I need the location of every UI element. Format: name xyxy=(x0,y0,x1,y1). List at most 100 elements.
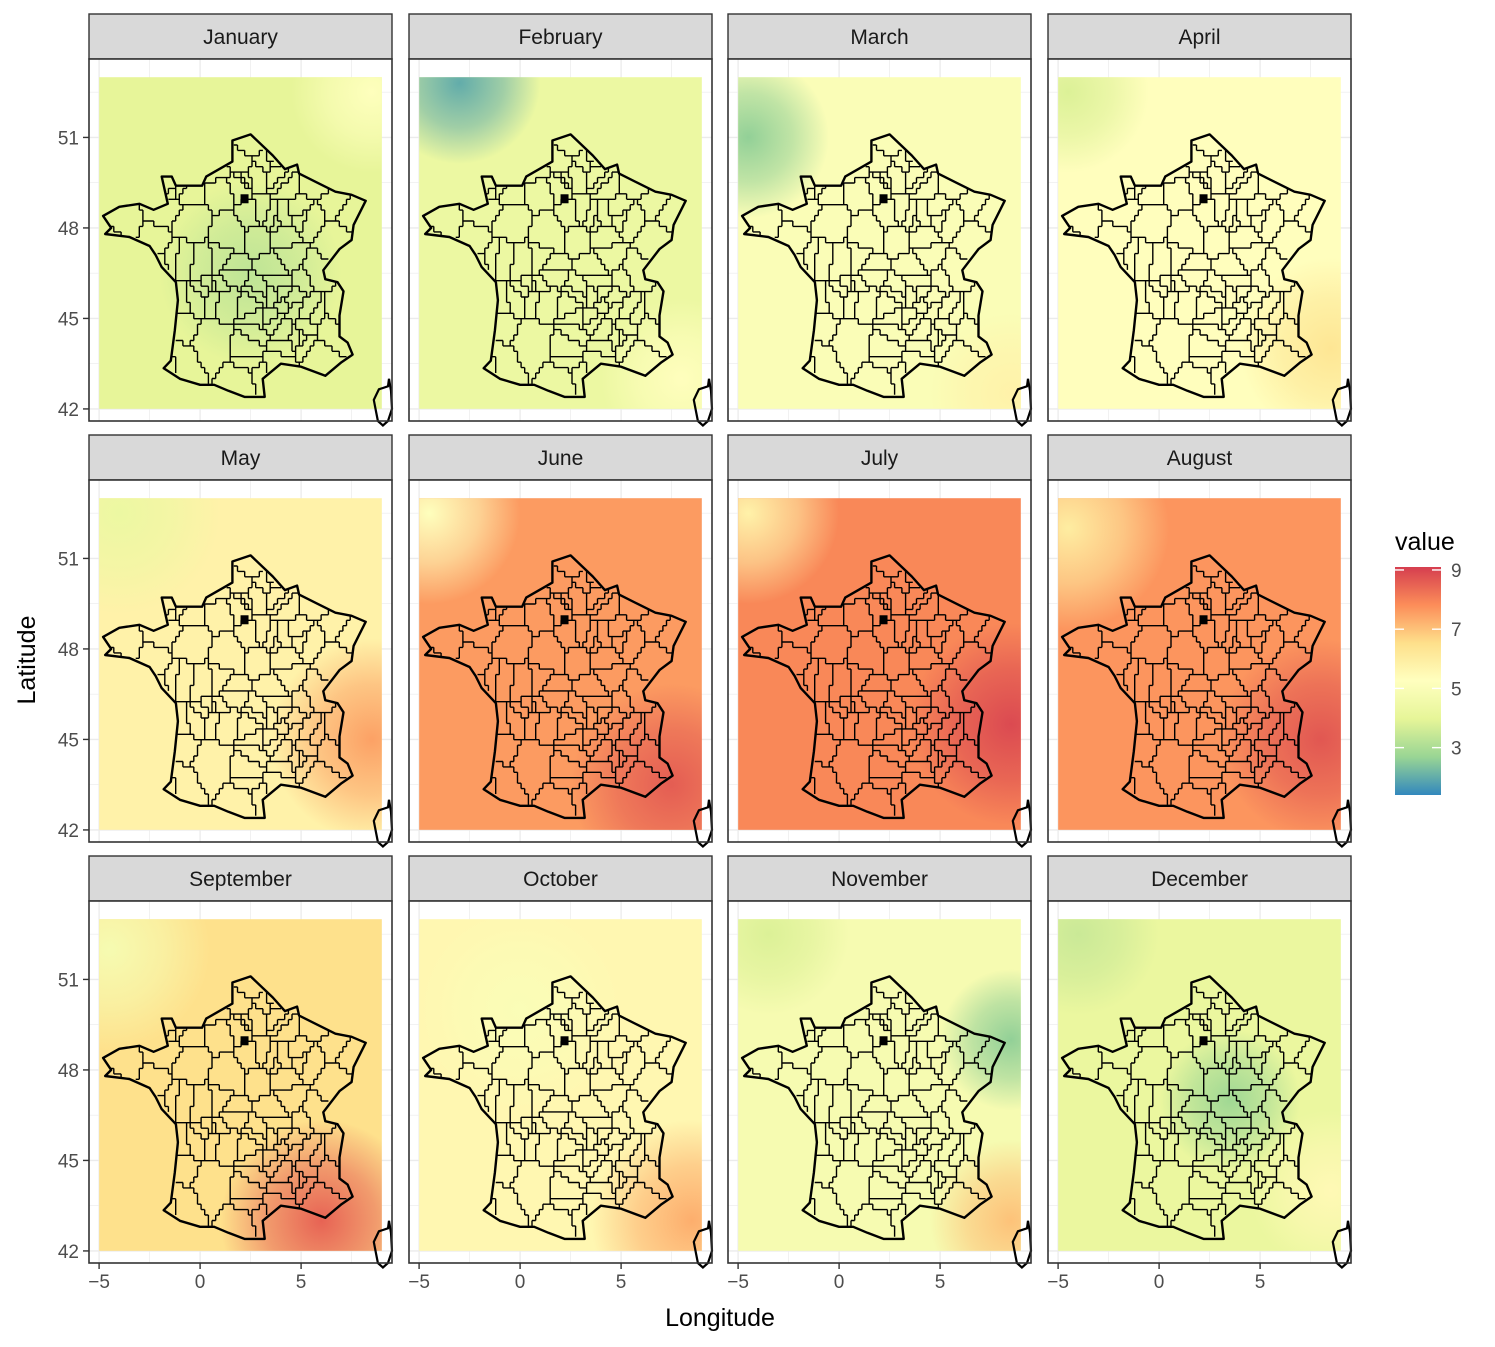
panel-border xyxy=(727,479,1032,843)
paris-area xyxy=(240,615,249,625)
paris-area xyxy=(560,194,569,204)
panel-border xyxy=(727,58,1032,422)
france-outline xyxy=(101,975,367,1241)
value-raster xyxy=(99,498,382,830)
y-tick-label: 42 xyxy=(58,400,79,421)
paris-area xyxy=(560,615,569,625)
france-outline xyxy=(1060,975,1326,1241)
department-boundaries xyxy=(749,565,993,816)
x-tick-label: −5 xyxy=(727,1272,749,1293)
axes: 42 45 48 51 42 45 48 51 42 45 48 51 −5 0 5 −5 0 5 −5 0 5 −5 0 5 xyxy=(58,128,1266,1293)
panel-january: January xyxy=(88,13,394,427)
facet-strip xyxy=(727,13,1032,60)
department-boundaries xyxy=(430,986,674,1237)
panel-border xyxy=(727,900,1032,1264)
y-tick-label: 51 xyxy=(58,970,79,991)
panel-july: July xyxy=(727,434,1033,848)
value-raster xyxy=(1058,77,1341,409)
y-tick-label: 45 xyxy=(58,1151,79,1172)
value-raster xyxy=(419,498,702,830)
department-boundaries xyxy=(1069,986,1313,1237)
department-boundaries xyxy=(749,144,993,395)
panel-border xyxy=(408,58,713,422)
france-outline xyxy=(1060,133,1326,399)
panel-border xyxy=(408,900,713,1264)
y-axis-title: Latitude xyxy=(13,616,41,705)
y-tick-label: 45 xyxy=(58,730,79,751)
y-tick-label: 42 xyxy=(58,821,79,842)
facet-label: August xyxy=(1167,447,1233,470)
legend-title: value xyxy=(1395,528,1455,556)
department-boundaries xyxy=(430,144,674,395)
y-tick-label: 51 xyxy=(58,128,79,149)
department-boundaries xyxy=(1069,144,1313,395)
x-tick-label: 0 xyxy=(515,1272,526,1293)
value-raster xyxy=(419,77,702,409)
facet-strip xyxy=(727,855,1032,902)
facet-label: October xyxy=(523,868,598,891)
y-tick-label: 45 xyxy=(58,309,79,330)
x-tick-label: −5 xyxy=(1047,1272,1069,1293)
france-outline xyxy=(101,554,367,820)
panel-border xyxy=(88,900,393,1264)
legend: value 3 5 7 9 xyxy=(1395,528,1462,795)
panel-june: June xyxy=(408,434,714,848)
legend-tick-label: 3 xyxy=(1451,739,1462,760)
france-outline xyxy=(740,975,1006,1241)
x-tick-label: 0 xyxy=(1154,1272,1165,1293)
paris-area xyxy=(879,194,888,204)
panel-may: May xyxy=(88,434,394,848)
value-raster xyxy=(1058,498,1341,830)
panel-border xyxy=(1047,900,1352,1264)
department-boundaries xyxy=(110,144,354,395)
facet-strip xyxy=(1047,855,1352,902)
y-tick-label: 51 xyxy=(58,549,79,570)
x-tick-label: −5 xyxy=(88,1272,110,1293)
panel-february: February xyxy=(408,13,714,427)
y-tick-label: 48 xyxy=(58,640,79,661)
department-boundaries xyxy=(749,986,993,1237)
legend-tick-label: 7 xyxy=(1451,620,1462,641)
facet-strip xyxy=(727,434,1032,481)
department-boundaries xyxy=(1069,565,1313,816)
facet-label: July xyxy=(861,447,899,470)
legend-tick-label: 9 xyxy=(1451,561,1462,582)
facet-label: December xyxy=(1151,868,1248,891)
panel-october: October xyxy=(408,855,714,1269)
x-tick-label: 5 xyxy=(935,1272,946,1293)
facet-label: February xyxy=(518,26,603,49)
value-raster xyxy=(1058,919,1341,1251)
department-boundaries xyxy=(110,565,354,816)
paris-area xyxy=(240,1036,249,1046)
facet-label: May xyxy=(221,447,261,470)
france-outline xyxy=(740,133,1006,399)
facet-label: March xyxy=(850,26,908,49)
panel-border xyxy=(88,58,393,422)
paris-area xyxy=(1199,194,1208,204)
facet-strip xyxy=(408,855,713,902)
panel-march: March xyxy=(727,13,1033,427)
x-tick-label: 0 xyxy=(195,1272,206,1293)
value-raster xyxy=(738,919,1021,1251)
france-outline xyxy=(421,554,687,820)
panel-border xyxy=(408,479,713,843)
facet-strip xyxy=(88,434,393,481)
france-outline xyxy=(421,133,687,399)
panel-september: September xyxy=(88,855,394,1269)
x-tick-label: 5 xyxy=(1255,1272,1266,1293)
panel-april: April xyxy=(1047,13,1353,427)
panel-december: December xyxy=(1047,855,1353,1269)
france-outline xyxy=(421,975,687,1241)
paris-area xyxy=(560,1036,569,1046)
value-raster xyxy=(419,919,702,1251)
x-axis-title: Longitude xyxy=(665,1304,775,1332)
y-tick-label: 42 xyxy=(58,1242,79,1263)
paris-area xyxy=(1199,1036,1208,1046)
legend-colorbar xyxy=(1395,567,1441,795)
facet-label: January xyxy=(203,26,278,49)
x-tick-label: 0 xyxy=(834,1272,845,1293)
panel-border xyxy=(1047,58,1352,422)
paris-area xyxy=(879,615,888,625)
value-raster xyxy=(738,77,1021,409)
